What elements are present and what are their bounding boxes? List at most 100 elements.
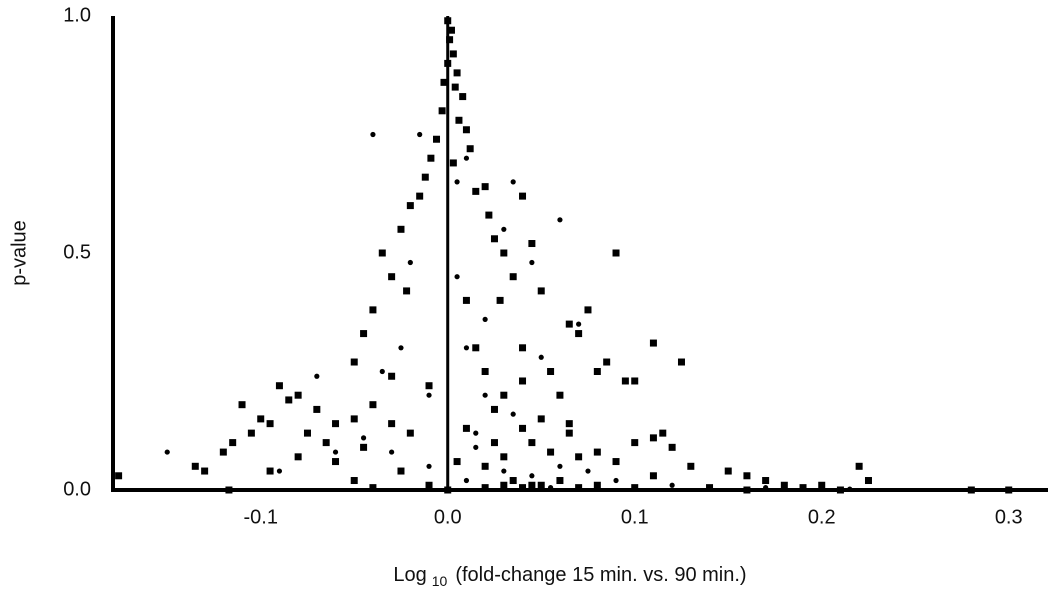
point [864, 477, 872, 485]
x-label-rest: (fold-change 15 min. vs. 90 min.) [455, 564, 746, 586]
point [462, 424, 470, 432]
point [500, 481, 508, 489]
point [397, 467, 405, 475]
y-tick-label: 0.5 [63, 241, 91, 263]
point [407, 259, 413, 266]
point [557, 217, 563, 223]
point [649, 434, 657, 442]
point [649, 472, 657, 480]
point [379, 368, 385, 375]
point [836, 486, 844, 494]
point [818, 481, 826, 489]
point [397, 225, 405, 233]
point [584, 306, 592, 314]
point [593, 481, 601, 489]
y-tick-label: 0.0 [63, 478, 91, 500]
point [472, 187, 480, 195]
point [421, 173, 429, 181]
point [406, 202, 414, 210]
point [537, 287, 545, 295]
point [425, 382, 433, 390]
point [631, 484, 639, 492]
point [724, 467, 732, 475]
point [668, 443, 676, 451]
point [659, 429, 667, 437]
point [417, 131, 423, 138]
point [403, 287, 411, 295]
point [332, 449, 339, 455]
point [360, 435, 367, 441]
point [706, 484, 714, 492]
point [565, 420, 573, 428]
point [388, 420, 396, 428]
point [219, 448, 227, 456]
point [447, 26, 455, 34]
point [649, 339, 657, 347]
point [294, 453, 302, 461]
point [669, 482, 675, 488]
point [388, 372, 396, 380]
point [369, 401, 377, 409]
x-tick-label: 0.0 [434, 506, 462, 528]
point [537, 481, 545, 489]
point [444, 59, 452, 67]
point [481, 183, 489, 191]
point [565, 429, 573, 437]
point [556, 477, 564, 485]
point [519, 192, 527, 200]
point [529, 259, 535, 266]
point [537, 415, 545, 423]
point [528, 439, 536, 447]
point [500, 391, 508, 399]
point [593, 368, 601, 375]
point [485, 211, 493, 219]
point [519, 344, 527, 352]
point [547, 485, 554, 491]
point [603, 358, 611, 366]
point [463, 345, 470, 351]
point [743, 486, 751, 494]
point [501, 468, 507, 474]
point [294, 391, 302, 399]
point [440, 78, 448, 86]
point [459, 93, 467, 101]
point [115, 472, 123, 480]
point [449, 50, 457, 58]
point [472, 344, 480, 352]
point [490, 405, 498, 413]
point [225, 486, 233, 494]
point [322, 439, 330, 447]
point [556, 391, 564, 399]
point [612, 249, 620, 257]
point [855, 462, 863, 470]
point [528, 481, 536, 489]
point [453, 458, 461, 466]
point [369, 306, 377, 314]
point [426, 392, 432, 398]
point [276, 468, 283, 474]
point [743, 472, 751, 480]
point [473, 444, 479, 450]
point [454, 179, 460, 185]
point [449, 159, 457, 167]
point [164, 449, 170, 455]
point [463, 155, 470, 161]
point [303, 429, 311, 437]
point [1005, 486, 1013, 494]
point [762, 477, 770, 485]
point [687, 462, 695, 470]
point [462, 126, 470, 134]
point [332, 420, 340, 428]
point [780, 481, 788, 489]
point [438, 107, 446, 115]
point [496, 296, 504, 304]
point [481, 368, 489, 375]
point [313, 405, 321, 413]
point [500, 249, 508, 257]
point [799, 484, 807, 492]
point [593, 448, 601, 456]
point [490, 235, 498, 243]
point [427, 154, 435, 162]
point [389, 449, 395, 455]
point [501, 226, 507, 232]
